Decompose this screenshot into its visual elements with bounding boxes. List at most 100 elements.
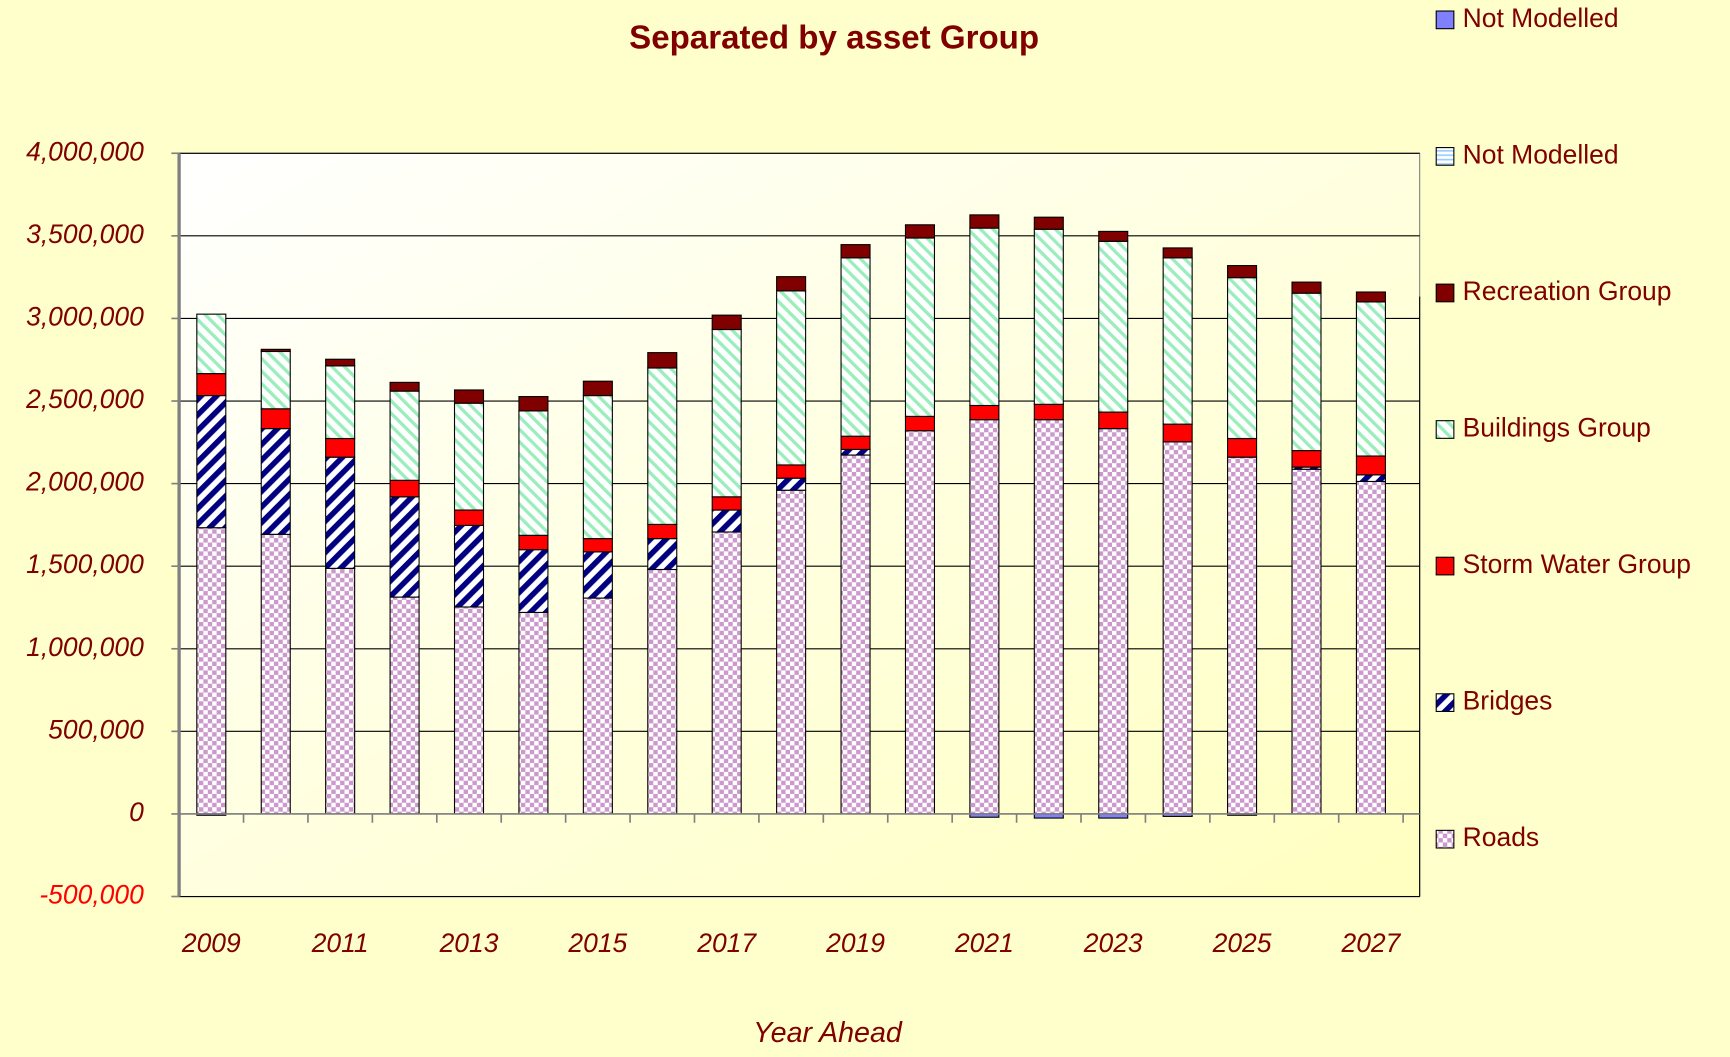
y-tick-label: 3,000,000 — [26, 301, 144, 331]
bar-segment — [969, 227, 1000, 407]
bar-segment — [582, 380, 613, 397]
bar-segment — [1355, 291, 1386, 303]
bar-segment — [776, 276, 807, 292]
y-tick-label: -500,000 — [39, 880, 144, 910]
bar-segment — [776, 489, 807, 815]
bar-segment — [1162, 423, 1193, 443]
bar-segment — [325, 567, 356, 815]
x-tick-label: 2013 — [439, 928, 499, 958]
bar-segment — [518, 549, 549, 613]
bar-segment — [389, 496, 420, 598]
bar-segment — [776, 290, 807, 466]
bar-segment — [453, 389, 485, 404]
bar-segment — [1227, 277, 1258, 440]
bar-segment — [582, 395, 613, 540]
bar-segment — [1098, 411, 1129, 430]
bar-segment — [1227, 265, 1258, 279]
bar-segment — [389, 390, 420, 481]
bar-segment — [840, 244, 871, 259]
bar-segment — [904, 430, 936, 815]
bar-segment — [389, 479, 420, 498]
x-tick-label: 2027 — [1340, 928, 1401, 958]
bar-segment — [453, 509, 485, 526]
bar-segment — [840, 448, 871, 456]
y-tick-label: 3,500,000 — [26, 219, 144, 249]
y-tick-label: 0 — [129, 797, 144, 827]
x-axis-title: Year Ahead — [753, 1017, 903, 1049]
y-tick-label: 2,500,000 — [25, 384, 144, 414]
bar-segment — [1162, 247, 1193, 259]
legend-label: Roads — [1463, 822, 1539, 852]
bar-segment — [1355, 474, 1386, 483]
bar-segment — [453, 402, 485, 511]
bar-segment — [389, 596, 420, 815]
bar-segment — [196, 527, 227, 815]
x-tick-label: 2017 — [696, 928, 757, 958]
bar-segment — [389, 381, 420, 392]
bar-segment — [1098, 240, 1129, 413]
legend-label: Recreation Group — [1463, 276, 1672, 306]
bar-segment — [260, 428, 291, 535]
bar-segment — [260, 350, 291, 410]
legend-label: Buildings Group — [1463, 412, 1651, 442]
bar-segment — [647, 367, 678, 525]
bar-segment — [647, 523, 678, 540]
bar-segment — [196, 313, 227, 375]
bar-segment — [776, 464, 807, 479]
bar-segment — [904, 415, 936, 432]
bar-segment — [518, 611, 549, 815]
y-tick-label: 2,000,000 — [25, 467, 144, 497]
y-tick-label: 1,000,000 — [26, 632, 144, 662]
bar-segment — [453, 606, 485, 815]
bar-segment — [196, 395, 227, 529]
legend-label: Storm Water Group — [1463, 549, 1691, 579]
bar-segment — [1355, 301, 1386, 457]
bar-segment — [260, 348, 291, 353]
bar-segment — [969, 404, 1000, 421]
y-tick-label: 500,000 — [48, 714, 144, 744]
bar-segment — [840, 257, 871, 437]
x-tick-label: 2009 — [181, 928, 241, 958]
bar-segment — [711, 328, 742, 498]
bar-segment — [518, 396, 549, 412]
bar-segment — [1098, 230, 1129, 242]
bar-segment — [1355, 480, 1386, 815]
x-tick-label: 2021 — [954, 928, 1014, 958]
bar-segment — [260, 533, 291, 815]
bar-segment — [969, 419, 1000, 815]
bar-segment — [325, 437, 356, 458]
bar-segment — [904, 224, 936, 239]
chart-title: Separated by asset Group — [629, 19, 1039, 56]
bar-segment — [1291, 281, 1322, 294]
legend-label: Not Modelled — [1463, 3, 1619, 33]
bar-segment — [260, 408, 291, 430]
bar-segment — [453, 524, 485, 608]
bar-segment — [582, 538, 613, 553]
legend-swatch — [1435, 283, 1455, 303]
bar-segment — [1033, 228, 1064, 405]
legend-swatch — [1435, 10, 1455, 30]
legend-swatch — [1435, 147, 1455, 166]
bar-segment — [196, 373, 227, 397]
bar-segment — [1033, 419, 1064, 815]
bar-segment — [325, 358, 356, 367]
legend-label: Bridges — [1463, 686, 1553, 716]
legend-swatch — [1435, 420, 1455, 439]
bar-segment — [325, 456, 356, 569]
legend-swatch — [1435, 556, 1455, 576]
bar-segment — [582, 551, 613, 599]
bar-segment — [840, 435, 871, 450]
x-tick-label: 2023 — [1083, 928, 1143, 958]
bar-segment — [647, 568, 678, 815]
bar-segment — [1227, 456, 1258, 815]
legend-label: Not Modelled — [1463, 139, 1619, 169]
bar-segment — [711, 314, 742, 331]
bar-segment — [1162, 257, 1193, 425]
x-tick-label: 2011 — [311, 928, 369, 958]
bar-segment — [1227, 437, 1258, 458]
bar-segment — [1291, 450, 1322, 468]
x-tick-label: 2015 — [567, 928, 627, 958]
bar-segment — [1355, 455, 1386, 476]
bar-segment — [1033, 216, 1064, 230]
